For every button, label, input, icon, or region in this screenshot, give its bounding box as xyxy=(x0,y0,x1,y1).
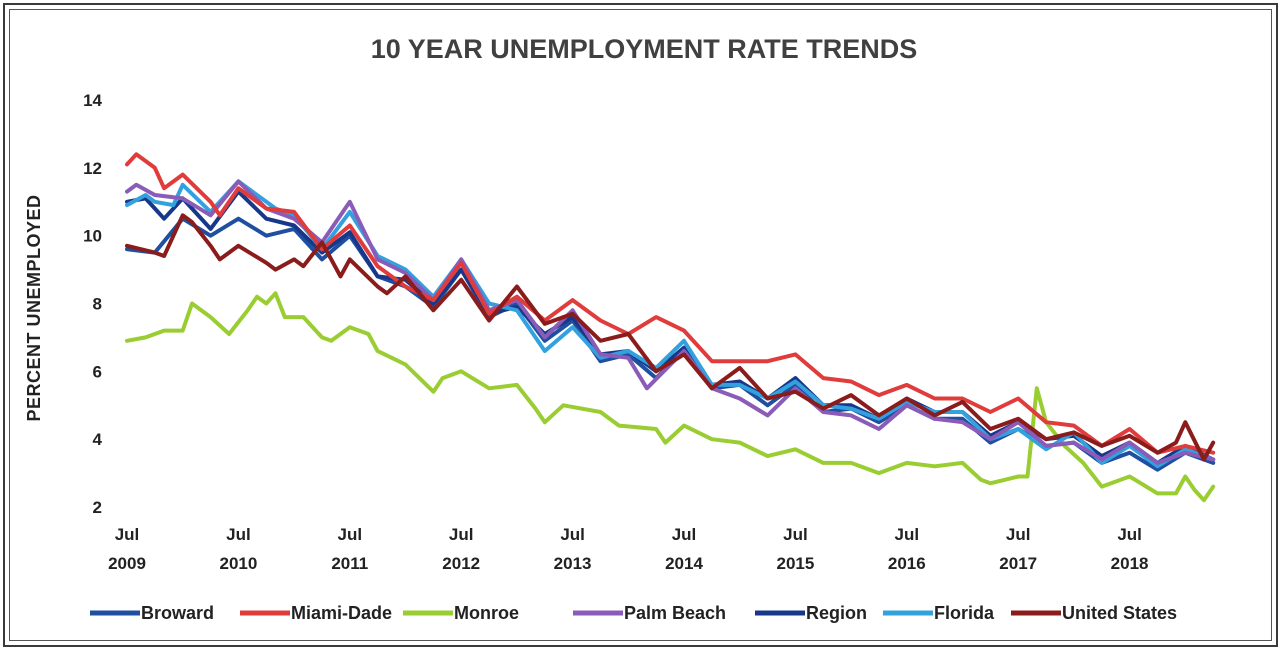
x-tick-month-label: Jul xyxy=(560,525,585,544)
y-tick-label: 10 xyxy=(83,227,102,246)
legend-label: Palm Beach xyxy=(624,603,726,623)
x-tick-month-label: Jul xyxy=(226,525,251,544)
series-line-miami-dade xyxy=(125,152,1216,455)
legend: Broward Miami-Dade Monroe Palm Beach Region F… xyxy=(90,603,1177,623)
y-axis-ticks: 2 4 6 8 10 12 14 xyxy=(83,91,102,517)
y-tick-label: 6 xyxy=(93,362,102,381)
y-tick-label: 12 xyxy=(83,159,102,178)
x-tick-month-label: Jul xyxy=(1006,525,1031,544)
x-tick-month-label: Jul xyxy=(1117,525,1142,544)
y-tick-label: 2 xyxy=(93,498,102,517)
x-tick-year-label: 2010 xyxy=(219,554,257,573)
x-tick-month-label: Jul xyxy=(895,525,920,544)
x-tick-month-label: Jul xyxy=(115,525,140,544)
legend-label: Broward xyxy=(141,603,214,623)
series-line-florida xyxy=(125,179,1216,469)
x-tick-year-label: 2016 xyxy=(888,554,926,573)
y-tick-label: 14 xyxy=(83,91,102,110)
x-tick-month-label: Jul xyxy=(449,525,474,544)
legend-label: Region xyxy=(806,603,867,623)
x-tick-year-label: 2012 xyxy=(442,554,480,573)
y-tick-label: 4 xyxy=(93,430,103,449)
x-tick-year-label: 2018 xyxy=(1111,554,1149,573)
x-tick-month-label: Jul xyxy=(338,525,363,544)
series-lines xyxy=(125,152,1216,503)
chart-inner-frame xyxy=(9,9,1272,641)
x-tick-year-label: 2013 xyxy=(554,554,592,573)
series-line-palm-beach xyxy=(125,179,1216,465)
legend-label: Monroe xyxy=(454,603,519,623)
x-tick-year-label: 2014 xyxy=(665,554,703,573)
series-line-broward xyxy=(125,216,1216,472)
x-tick-month-label: Jul xyxy=(672,525,697,544)
series-line-monroe xyxy=(125,291,1216,503)
y-tick-label: 8 xyxy=(93,295,102,314)
legend-label: Miami-Dade xyxy=(291,603,392,623)
chart-title: 10 YEAR UNEMPLOYMENT RATE TRENDS xyxy=(371,34,918,64)
legend-label: United States xyxy=(1062,603,1177,623)
x-tick-year-label: 2011 xyxy=(331,554,368,573)
x-axis-ticks: Jul 2009 Jul 2010 Jul 2011 Jul 2012 Jul 2013 Jul 20… xyxy=(108,525,1148,573)
x-tick-year-label: 2015 xyxy=(776,554,814,573)
x-tick-year-label: 2009 xyxy=(108,554,146,573)
x-tick-month-label: Jul xyxy=(783,525,808,544)
x-tick-year-label: 2017 xyxy=(999,554,1037,573)
series-line-united-states xyxy=(125,213,1216,462)
chart-outer-frame xyxy=(3,3,1278,647)
y-axis-label: PERCENT UNEMPLOYED xyxy=(24,194,44,421)
legend-label: Florida xyxy=(934,603,995,623)
